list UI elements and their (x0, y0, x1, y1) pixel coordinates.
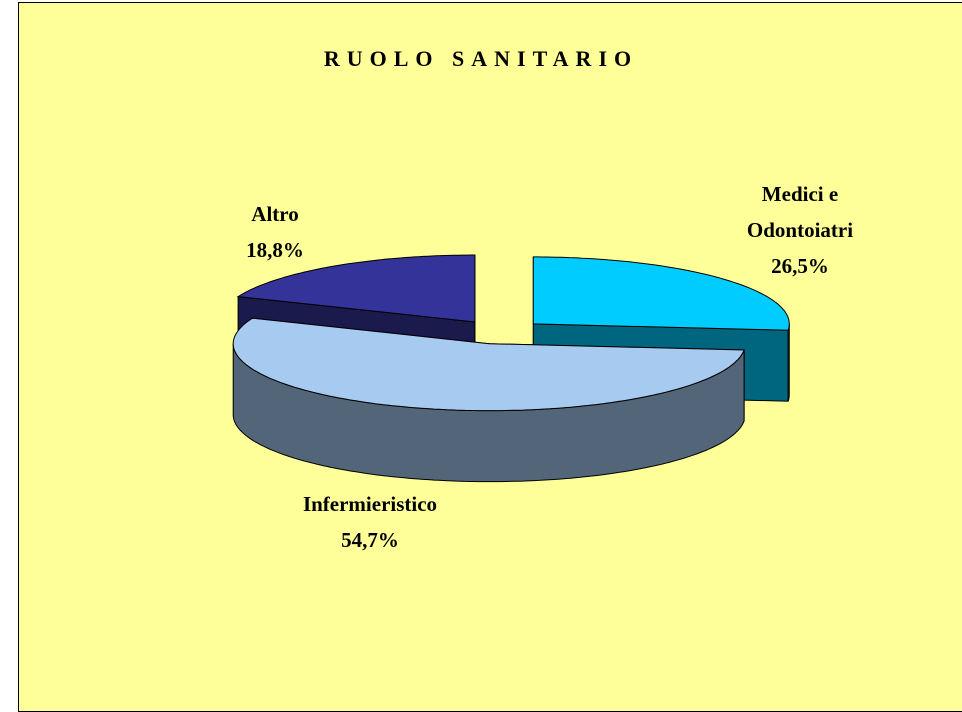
slice-side (787, 323, 790, 402)
data-label: Infermieristico 54,7% (270, 486, 470, 558)
value-label: 54,7% (341, 528, 399, 552)
category-label: Altro (251, 202, 299, 226)
category-label: Medici e Odontoiatri (746, 182, 854, 242)
value-label: 26,5% (771, 254, 829, 278)
slice (232, 317, 745, 412)
data-label: Medici e Odontoiatri 26,5% (725, 176, 875, 284)
slice (532, 256, 790, 331)
data-label: Altro 18,8% (200, 196, 350, 268)
chart-title: RUOLO SANITARIO (323, 46, 639, 71)
slice (236, 254, 476, 323)
category-label: Infermieristico (302, 492, 438, 516)
value-label: 18,8% (246, 238, 304, 262)
